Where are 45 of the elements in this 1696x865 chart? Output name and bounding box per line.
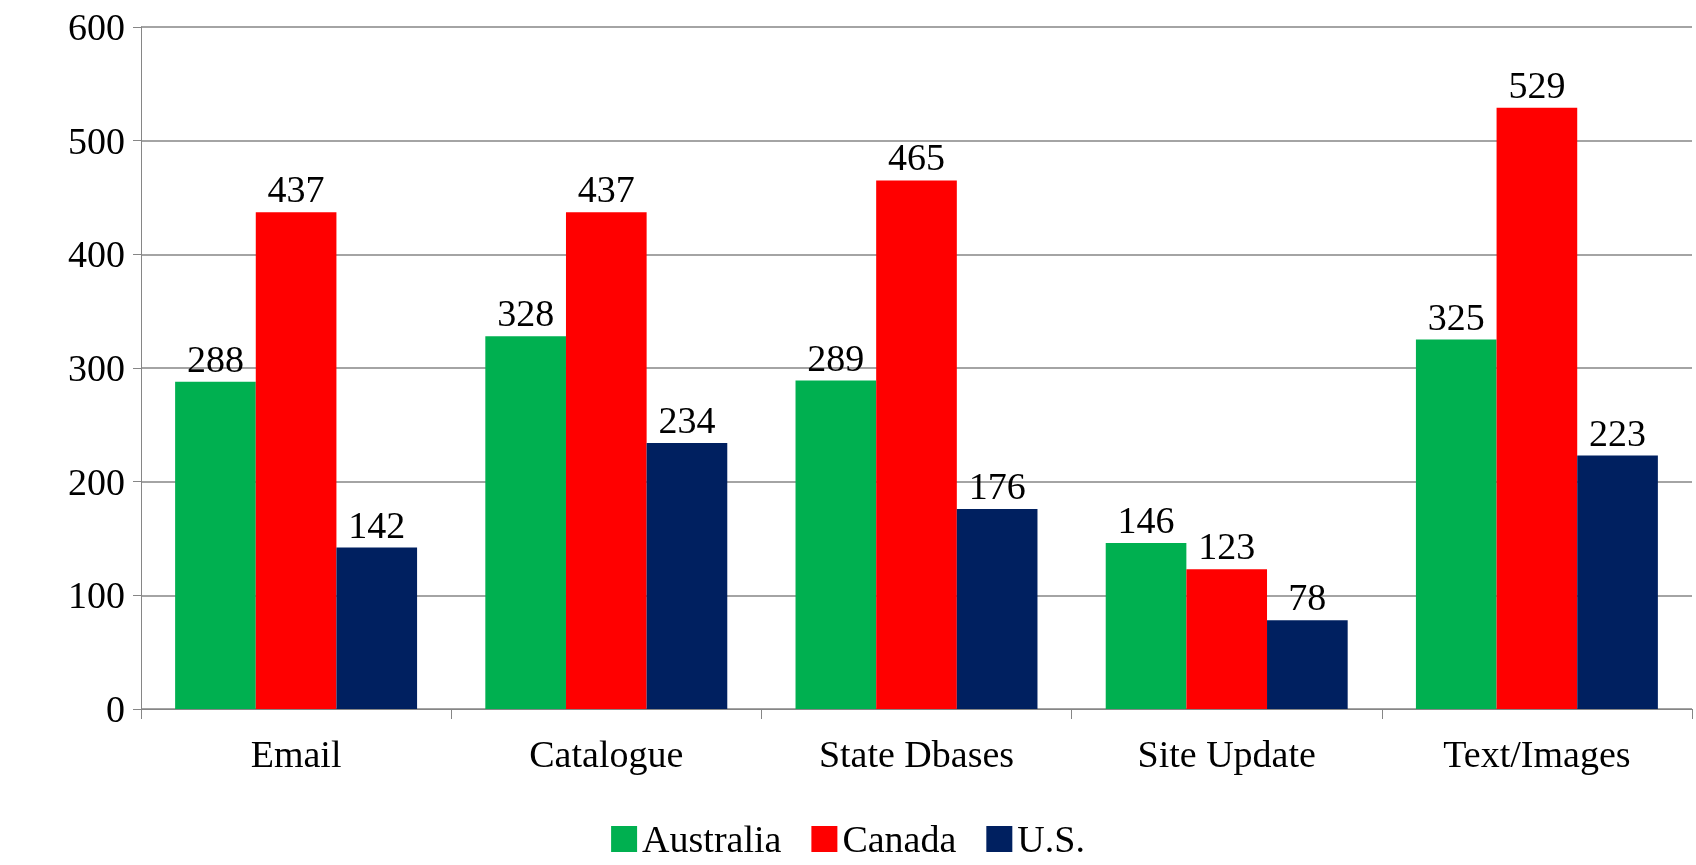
bar xyxy=(1577,455,1658,709)
x-tick-label: State Dbases xyxy=(818,733,1015,775)
y-tick-label: 200 xyxy=(68,460,125,503)
x-tick-label: Site Update xyxy=(1137,733,1316,775)
data-label: 176 xyxy=(968,464,1026,507)
data-label: 288 xyxy=(186,337,244,380)
data-label: 123 xyxy=(1198,525,1256,568)
data-label: 223 xyxy=(1589,411,1647,454)
data-label: 146 xyxy=(1117,499,1175,542)
bar xyxy=(876,180,957,709)
data-label: 142 xyxy=(348,503,406,546)
bar xyxy=(485,336,566,709)
x-tick-label: Text/Images xyxy=(1443,733,1631,775)
y-tick-label: 0 xyxy=(106,688,125,730)
bar xyxy=(795,380,877,709)
data-label: 437 xyxy=(267,168,325,211)
x-tick-label: Email xyxy=(250,733,342,775)
legend-label: Australia xyxy=(642,818,782,860)
bar xyxy=(565,212,647,709)
x-tick-label: Catalogue xyxy=(529,733,684,775)
y-tick-label: 400 xyxy=(68,233,125,276)
data-label: 529 xyxy=(1508,63,1566,106)
bar xyxy=(1267,620,1348,709)
legend-label: Canada xyxy=(842,818,957,860)
data-label: 78 xyxy=(1288,576,1327,619)
bar xyxy=(255,212,337,709)
y-tick-label: 300 xyxy=(68,347,125,389)
bar xyxy=(956,508,1038,709)
data-label: 465 xyxy=(888,136,945,179)
data-label: 289 xyxy=(807,336,865,379)
bar xyxy=(336,547,418,709)
data-label: 437 xyxy=(577,168,635,211)
bar xyxy=(646,443,728,709)
data-label: 328 xyxy=(497,292,555,335)
y-tick-label: 100 xyxy=(68,574,125,617)
bar xyxy=(1415,339,1497,709)
bar xyxy=(1496,107,1578,709)
data-label: 234 xyxy=(658,399,716,442)
bar xyxy=(1186,569,1268,709)
y-tick-label: 500 xyxy=(68,119,125,162)
legend-label: U.S. xyxy=(1017,818,1085,860)
bar xyxy=(1105,543,1187,709)
bar xyxy=(175,381,256,709)
y-tick-label: 600 xyxy=(68,6,125,48)
data-label: 325 xyxy=(1427,295,1485,338)
